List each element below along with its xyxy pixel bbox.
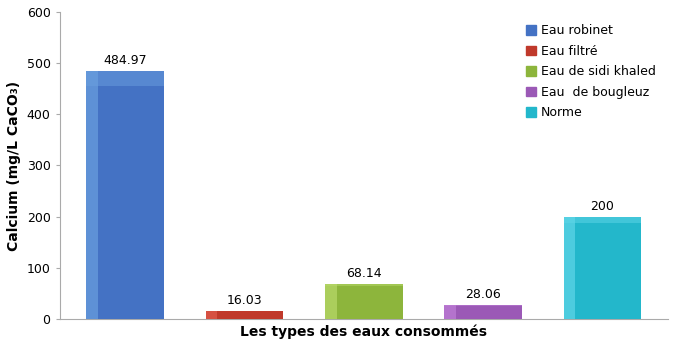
Legend: Eau robinet, Eau filtré, Eau de sidi khaled, Eau  de bougleuz, Norme: Eau robinet, Eau filtré, Eau de sidi kha…	[520, 18, 662, 126]
Text: 68.14: 68.14	[346, 267, 381, 280]
Bar	[564, 217, 641, 319]
Text: 484.97: 484.97	[103, 54, 147, 67]
Bar	[86, 71, 98, 319]
Bar	[206, 311, 217, 319]
X-axis label: Les types des eaux consommés: Les types des eaux consommés	[240, 325, 487, 339]
Bar	[325, 284, 402, 286]
Bar	[444, 304, 456, 319]
Bar	[564, 217, 641, 223]
Bar	[86, 71, 164, 86]
Bar	[444, 304, 522, 306]
Text: 200: 200	[591, 200, 614, 212]
Text: 28.06: 28.06	[465, 288, 501, 301]
Bar	[564, 217, 575, 319]
Bar	[206, 311, 284, 319]
Bar	[325, 284, 402, 319]
Bar	[86, 71, 164, 319]
Text: 16.03: 16.03	[227, 294, 263, 307]
Bar	[444, 304, 522, 319]
Bar	[325, 284, 337, 319]
Y-axis label: Calcium (mg/L CaCO₃): Calcium (mg/L CaCO₃)	[7, 80, 21, 251]
